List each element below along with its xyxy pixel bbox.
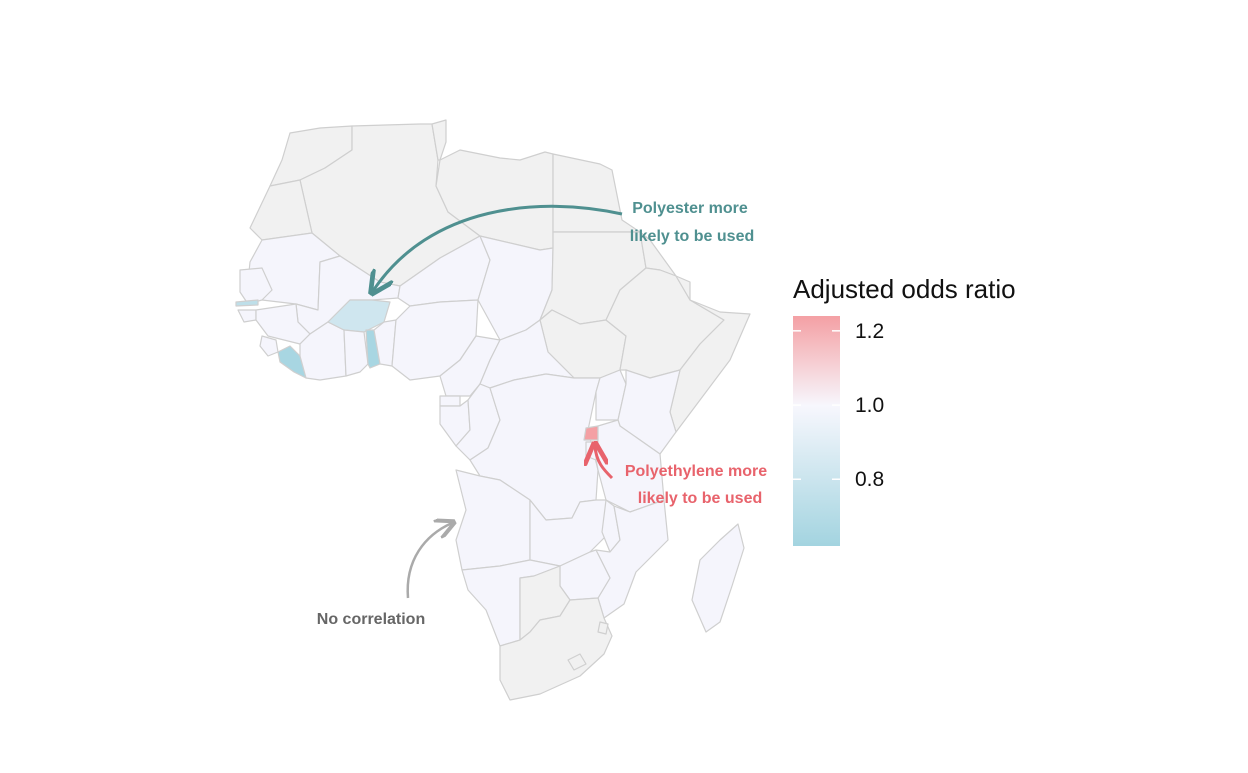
legend-tick-label: 1.0 [855, 394, 884, 417]
country-sierra-leone [259, 335, 279, 357]
polyethylene-label-line1: Polyethylene more [625, 463, 767, 480]
country-togo [365, 329, 381, 369]
no-correlation-arrow [406, 523, 452, 599]
legend-title: Adjusted odds ratio [793, 274, 1016, 304]
legend-tick-label: 0.8 [855, 468, 884, 491]
country-senegal [239, 267, 273, 305]
legend-tick-label: 1.2 [855, 320, 884, 343]
country-djibouti [675, 275, 691, 301]
polyethylene-label-line2: likely to be used [638, 490, 762, 507]
country-equatorial-guinea [439, 395, 461, 407]
legend-colorbar [793, 316, 840, 546]
no-correlation-label: No correlation [317, 611, 425, 628]
polyester-arrow [373, 204, 623, 291]
country-gambia [235, 299, 259, 307]
country-eswatini [597, 621, 609, 635]
polyester-label-line2: likely to be used [630, 228, 754, 245]
country-rwanda [583, 425, 599, 441]
legend: Adjusted odds ratio 1.2 1.0 0.8 [793, 274, 1016, 546]
country-tunisia [431, 119, 447, 161]
country-madagascar [691, 523, 745, 633]
country-ghana [343, 329, 369, 377]
legend-ticks: 1.2 1.0 0.8 [793, 320, 884, 491]
country-guinea-bissau [237, 309, 257, 323]
country-south-africa [499, 597, 613, 701]
country-lesotho [567, 653, 587, 671]
polyethylene-arrow [595, 446, 614, 480]
country-layer [235, 119, 751, 701]
country-egypt [552, 153, 641, 233]
polyester-label-line1: Polyester more [632, 200, 748, 217]
country-kenya [617, 369, 681, 455]
